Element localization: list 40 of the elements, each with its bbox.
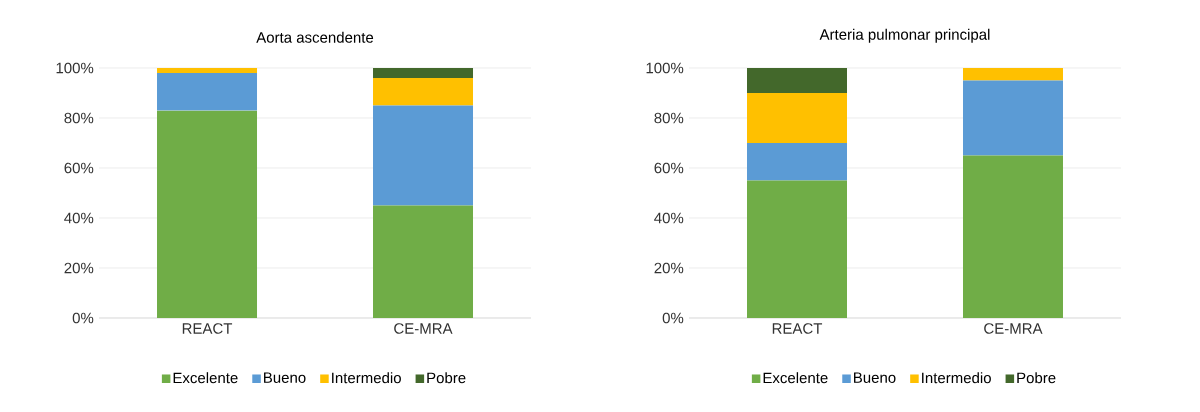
legend-label: Intermedio [332,372,401,384]
x-tick-label: CE-MRA [984,323,1043,334]
bar [963,67,1063,81]
chart-title: Aorta ascendente [256,31,374,43]
y-tick-label: 40% [64,212,94,224]
x-tick-label: REACT [182,323,233,334]
y-tick-label: 80% [64,112,94,124]
y-tick-label: 0% [72,312,94,324]
y-tick-label: 100% [56,62,94,74]
y-tick-label: 40% [654,212,684,224]
legend-label: Bueno [264,372,306,383]
bar [373,205,474,318]
x-tick-label: CE-MRA [394,323,453,334]
bar [373,105,474,206]
legend-label: Excelente [173,372,238,384]
bar [373,67,474,78]
bar [747,92,847,143]
legend-label: Intermedio [922,372,991,384]
bar [963,80,1063,156]
bar [963,155,1063,318]
bar [157,110,258,318]
y-tick-label: 80% [654,112,684,124]
bar [157,72,258,111]
y-tick-label: 0% [662,312,684,324]
legend-label: Bueno [854,372,896,383]
bar [747,142,847,181]
bar [157,67,258,73]
legend-label: Excelente [763,372,828,384]
legend-label: Pobre [1017,372,1056,384]
bar [747,67,847,93]
legend-label: Pobre [427,372,466,384]
y-tick-label: 100% [646,62,684,74]
bar [747,180,847,318]
y-tick-label: 60% [64,162,94,174]
y-tick-label: 20% [654,262,684,274]
y-tick-label: 60% [654,162,684,174]
y-tick-label: 20% [64,262,94,274]
x-tick-label: REACT [772,323,823,334]
bar [373,77,474,106]
chart-title: Arteria pulmonar principal [819,28,990,43]
